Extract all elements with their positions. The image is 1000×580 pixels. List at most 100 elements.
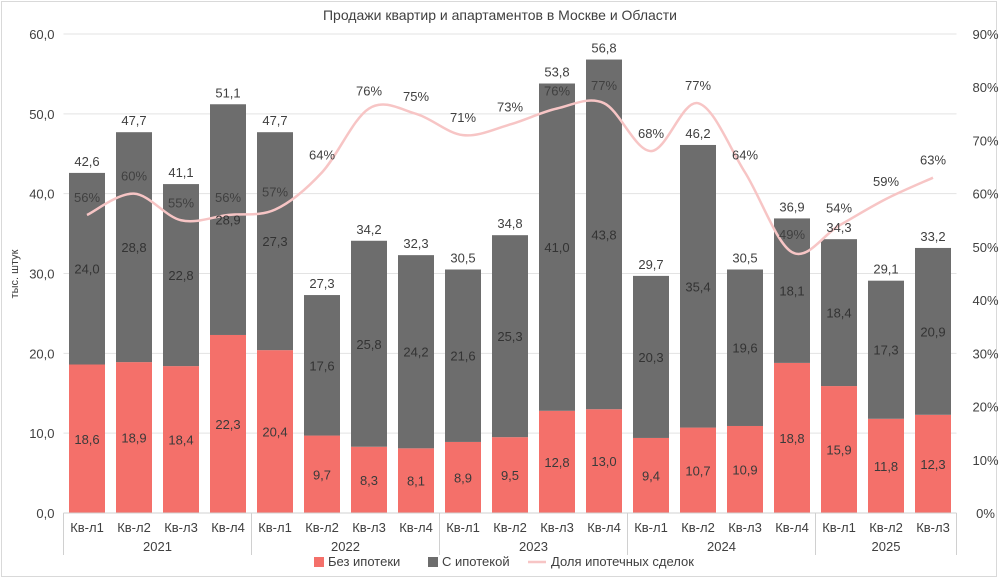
x-tick-label: Кв-л2 bbox=[117, 520, 151, 535]
bar-s-ipotekoy bbox=[680, 144, 716, 428]
share-label: 54% bbox=[826, 201, 852, 216]
share-label: 77% bbox=[685, 78, 711, 93]
data-label-bez-ipoteki: 10,7 bbox=[685, 463, 710, 478]
total-label: 30,5 bbox=[732, 251, 757, 266]
data-label-s-ipotekoy: 25,3 bbox=[497, 329, 522, 344]
bar-bez-ipoteki bbox=[445, 441, 481, 513]
data-label-bez-ipoteki: 8,9 bbox=[454, 470, 472, 485]
data-label-bez-ipoteki: 20,4 bbox=[262, 425, 287, 440]
y2-tick-label: 60% bbox=[972, 187, 998, 202]
bar-bez-ipoteki bbox=[210, 334, 246, 513]
share-label: 64% bbox=[309, 147, 335, 162]
data-label-s-ipotekoy: 18,4 bbox=[826, 306, 851, 321]
bar-bez-ipoteki bbox=[163, 366, 199, 513]
x-tick-label: Кв-л4 bbox=[775, 520, 809, 535]
bar-s-ipotekoy bbox=[116, 132, 152, 363]
data-label-bez-ipoteki: 18,9 bbox=[121, 431, 146, 446]
bar-bez-ipoteki bbox=[257, 350, 293, 513]
x-tick-label: Кв-л4 bbox=[399, 520, 433, 535]
x-tick-label: Кв-л3 bbox=[540, 520, 574, 535]
share-label: 49% bbox=[779, 227, 805, 242]
bar-bez-ipoteki bbox=[915, 414, 951, 513]
y-tick-label: 60,0 bbox=[29, 27, 54, 42]
total-label: 47,7 bbox=[262, 113, 287, 128]
bar-bez-ipoteki bbox=[69, 364, 105, 513]
legend-swatch-bez-ipoteki bbox=[314, 557, 324, 567]
bar-s-ipotekoy bbox=[210, 104, 246, 335]
data-label-s-ipotekoy: 35,4 bbox=[685, 279, 710, 294]
total-label: 34,3 bbox=[826, 220, 851, 235]
y2-tick-label: 90% bbox=[972, 27, 998, 42]
data-label-s-ipotekoy: 28,9 bbox=[215, 213, 240, 228]
bar-s-ipotekoy bbox=[539, 83, 575, 411]
total-label: 34,8 bbox=[497, 216, 522, 231]
total-label: 51,1 bbox=[215, 85, 240, 100]
bar-bez-ipoteki bbox=[868, 418, 904, 513]
share-label: 77% bbox=[591, 78, 617, 93]
x-tick-label: Кв-л2 bbox=[493, 520, 527, 535]
bar-s-ipotekoy bbox=[586, 59, 622, 410]
x-tick-label: Кв-л3 bbox=[728, 520, 762, 535]
bar-bez-ipoteki bbox=[351, 446, 387, 513]
data-label-bez-ipoteki: 18,8 bbox=[779, 431, 804, 446]
total-label: 33,2 bbox=[920, 229, 945, 244]
share-label: 76% bbox=[544, 84, 570, 99]
total-label: 29,1 bbox=[873, 262, 898, 277]
total-label: 36,9 bbox=[779, 199, 804, 214]
y2-tick-label: 0% bbox=[976, 506, 995, 521]
bar-bez-ipoteki bbox=[774, 362, 810, 513]
legend-label: Без ипотеки bbox=[328, 554, 400, 569]
bar-s-ipotekoy bbox=[868, 280, 904, 419]
x-tick-label: Кв-л3 bbox=[352, 520, 386, 535]
share-label: 60% bbox=[121, 169, 147, 184]
x-tick-label: Кв-л3 bbox=[916, 520, 950, 535]
y2-tick-label: 10% bbox=[972, 453, 998, 468]
x-tick-label: Кв-л3 bbox=[164, 520, 198, 535]
bar-s-ipotekoy bbox=[915, 247, 951, 415]
x-tick-label: Кв-л1 bbox=[446, 520, 480, 535]
total-label: 41,1 bbox=[168, 165, 193, 180]
x-tick-label: Кв-л2 bbox=[869, 520, 903, 535]
share-label: 76% bbox=[356, 84, 382, 99]
bar-bez-ipoteki bbox=[727, 425, 763, 513]
bar-s-ipotekoy bbox=[398, 255, 434, 449]
x-tick-label: Кв-л2 bbox=[681, 520, 715, 535]
y2-tick-label: 30% bbox=[972, 346, 998, 361]
data-label-s-ipotekoy: 24,2 bbox=[403, 345, 428, 360]
data-label-s-ipotekoy: 22,8 bbox=[168, 268, 193, 283]
legend-label: Доля ипотечных сделок bbox=[551, 554, 694, 569]
bar-s-ipotekoy bbox=[351, 240, 387, 447]
y2-tick-label: 40% bbox=[972, 293, 998, 308]
bar-s-ipotekoy bbox=[492, 235, 528, 438]
data-label-s-ipotekoy: 28,8 bbox=[121, 240, 146, 255]
bar-bez-ipoteki bbox=[680, 427, 716, 513]
year-label: 2022 bbox=[331, 539, 360, 554]
x-tick-label: Кв-л1 bbox=[634, 520, 668, 535]
bar-s-ipotekoy bbox=[774, 218, 810, 363]
year-label: 2024 bbox=[707, 539, 736, 554]
data-label-s-ipotekoy: 17,3 bbox=[873, 343, 898, 358]
total-label: 56,8 bbox=[591, 41, 616, 56]
total-label: 47,7 bbox=[121, 113, 146, 128]
bar-bez-ipoteki bbox=[116, 362, 152, 513]
data-label-s-ipotekoy: 41,0 bbox=[544, 240, 569, 255]
data-label-bez-ipoteki: 9,4 bbox=[642, 468, 660, 483]
share-label: 56% bbox=[215, 190, 241, 205]
bar-s-ipotekoy bbox=[69, 172, 105, 365]
data-label-bez-ipoteki: 13,0 bbox=[591, 454, 616, 469]
x-tick-label: Кв-л1 bbox=[70, 520, 104, 535]
year-label: 2023 bbox=[519, 539, 548, 554]
bar-bez-ipoteki bbox=[304, 435, 340, 513]
data-label-s-ipotekoy: 20,3 bbox=[638, 350, 663, 365]
x-tick-label: Кв-л4 bbox=[587, 520, 621, 535]
y-axis-label: тыс. штук bbox=[9, 249, 21, 298]
total-label: 32,3 bbox=[403, 236, 428, 251]
bar-bez-ipoteki bbox=[398, 448, 434, 513]
data-label-bez-ipoteki: 18,4 bbox=[168, 433, 193, 448]
bar-s-ipotekoy bbox=[257, 132, 293, 351]
share-label: 63% bbox=[920, 153, 946, 168]
share-label: 57% bbox=[262, 185, 288, 200]
y2-tick-label: 20% bbox=[972, 400, 998, 415]
bar-bez-ipoteki bbox=[633, 437, 669, 513]
data-label-s-ipotekoy: 18,1 bbox=[779, 284, 804, 299]
